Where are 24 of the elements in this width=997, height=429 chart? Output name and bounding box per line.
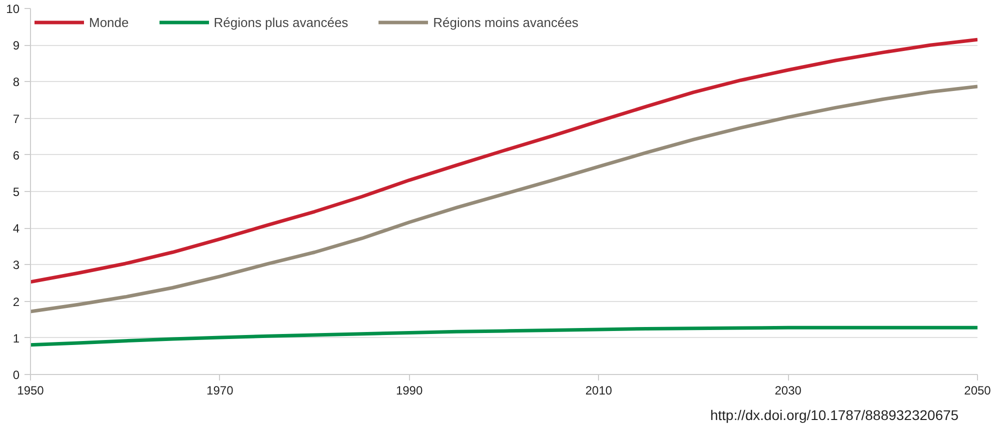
line-series [30, 38, 978, 284]
y-tick-label: 9 [12, 38, 20, 53]
x-tick-label: 2010 [585, 384, 612, 398]
x-tick-label: 2050 [964, 384, 992, 398]
y-tick-label: 10 [6, 2, 20, 16]
y-tick-label: 7 [12, 112, 20, 126]
legend-label: Monde [89, 14, 129, 30]
y-tick-label: 1 [12, 331, 20, 346]
legend-label: Régions plus avancées [214, 14, 348, 30]
x-tick-label: 2030 [774, 384, 802, 398]
x-tick-label: 1990 [396, 384, 423, 398]
y-tick-label: 4 [12, 222, 20, 236]
y-tick-label: 3 [12, 258, 20, 272]
line-series [30, 326, 978, 347]
y-tick-label: 5 [12, 185, 20, 199]
y-tick-label: 2 [12, 294, 20, 309]
x-tick-label: 1950 [17, 384, 44, 398]
line-series [30, 84, 978, 314]
legend-label: Régions moins avancées [433, 14, 578, 30]
text: http://dx.doi.org/10.1787/888932320675 [710, 407, 959, 423]
y-tick-label: 0 [12, 368, 20, 382]
y-tick-label: 6 [12, 148, 20, 162]
y-tick-label: 8 [12, 75, 20, 90]
x-tick-label: 1970 [206, 384, 234, 398]
